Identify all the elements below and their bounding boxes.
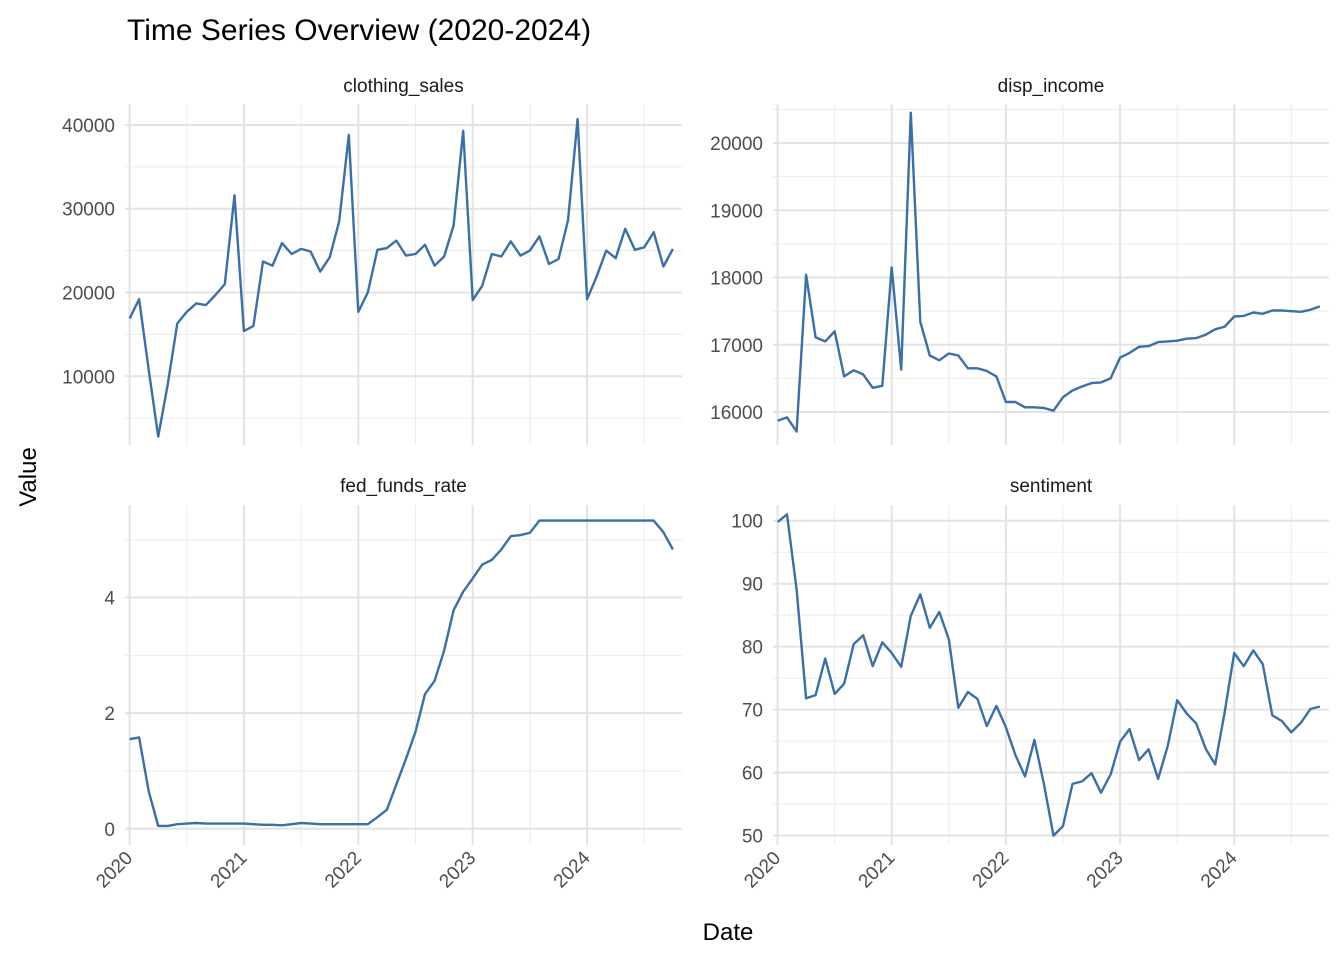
x-tick-label: 2020 bbox=[740, 848, 785, 893]
series-line-fed_funds_rate bbox=[129, 519, 674, 828]
y-tick-label: 30000 bbox=[62, 200, 115, 221]
series-line-clothing_sales bbox=[128, 117, 674, 438]
series-line-sentiment bbox=[776, 513, 1321, 837]
y-tick-label: 80 bbox=[742, 638, 763, 659]
panel-title: fed_funds_rate bbox=[340, 476, 467, 497]
panel-sentiment: sentiment 50 60 70 80 90 100 2020 2021 2022 2023 20… bbox=[731, 476, 1329, 892]
x-tick-label: 2021 bbox=[855, 848, 900, 893]
y-tick-label: 40000 bbox=[62, 116, 115, 137]
panel-disp_income: disp_income 16000 17000 18000 19000 20000 bbox=[710, 76, 1329, 445]
x-tick-label: 2023 bbox=[435, 848, 480, 893]
panel-title: sentiment bbox=[1010, 476, 1093, 497]
y-tick-label: 18000 bbox=[710, 269, 763, 290]
x-tick-label: 2024 bbox=[550, 847, 595, 892]
x-tick-label: 2023 bbox=[1083, 848, 1128, 893]
x-tick-label: 2020 bbox=[92, 848, 137, 893]
x-tick-label: 2021 bbox=[207, 848, 252, 893]
y-tick-label: 17000 bbox=[710, 336, 763, 357]
y-tick-label: 60 bbox=[742, 764, 763, 785]
y-axis-label: Value bbox=[15, 447, 42, 507]
y-tick-label: 20000 bbox=[710, 134, 763, 155]
panel-fed_funds_rate: fed_funds_rate 0 2 4 2020 2021 2022 2023 2024 bbox=[92, 476, 682, 892]
chart-title: Time Series Overview (2020-2024) bbox=[127, 14, 591, 47]
x-tick-label: 2022 bbox=[969, 848, 1014, 893]
y-tick-label: 20000 bbox=[62, 284, 115, 305]
series-line-disp_income bbox=[777, 111, 1321, 433]
y-tick-label: 2 bbox=[104, 704, 115, 725]
y-tick-label: 4 bbox=[104, 589, 115, 610]
y-tick-label: 0 bbox=[104, 820, 115, 841]
y-tick-label: 50 bbox=[742, 827, 763, 848]
panel-clothing_sales: clothing_sales 10000 20000 30000 40000 bbox=[62, 76, 682, 445]
y-tick-label: 10000 bbox=[62, 367, 115, 388]
panel-title: clothing_sales bbox=[343, 76, 463, 97]
y-tick-label: 90 bbox=[742, 575, 763, 596]
panels: clothing_sales 10000 20000 30000 40000 disp_i… bbox=[62, 76, 1329, 892]
panel-title: disp_income bbox=[998, 76, 1105, 97]
y-tick-label: 70 bbox=[742, 701, 763, 722]
x-axis-label: Date bbox=[703, 919, 754, 946]
x-tick-label: 2024 bbox=[1197, 847, 1242, 892]
y-tick-label: 16000 bbox=[710, 403, 763, 424]
x-tick-label: 2022 bbox=[321, 848, 366, 893]
y-tick-label: 100 bbox=[731, 512, 763, 533]
y-tick-label: 19000 bbox=[710, 201, 763, 222]
